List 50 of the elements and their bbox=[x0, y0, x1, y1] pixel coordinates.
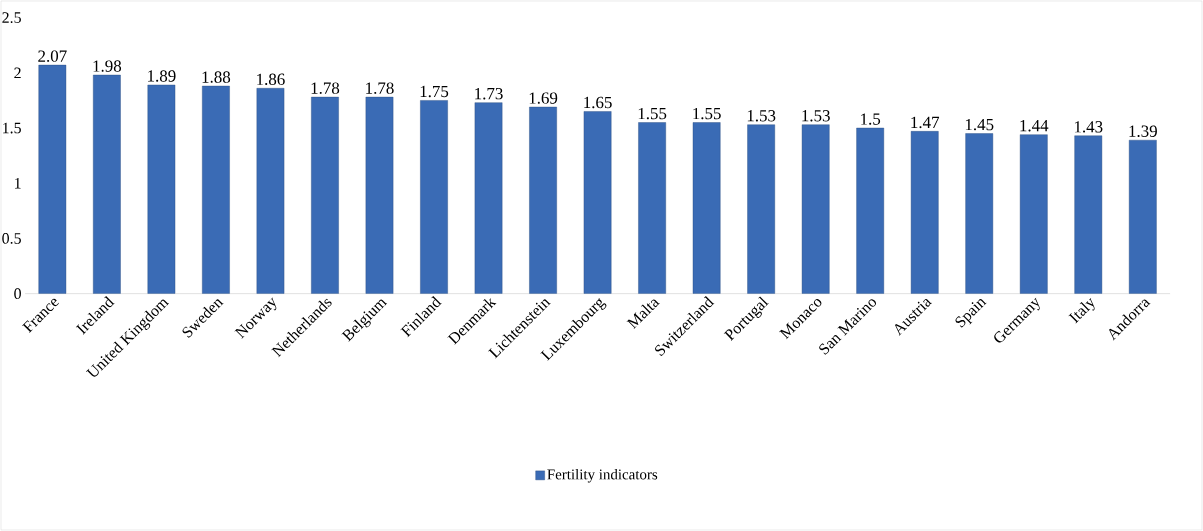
data-label: 1.39 bbox=[1129, 125, 1157, 137]
data-label: 1.89 bbox=[148, 70, 176, 82]
bar bbox=[856, 127, 885, 294]
data-label: 1.73 bbox=[475, 87, 503, 100]
data-label: 1.45 bbox=[965, 118, 994, 131]
bar bbox=[38, 64, 67, 294]
bar bbox=[420, 100, 448, 294]
bar bbox=[910, 131, 939, 294]
data-label: 1.43 bbox=[1074, 121, 1103, 133]
data-label: 2.07 bbox=[38, 50, 67, 62]
bar bbox=[365, 96, 394, 294]
bar bbox=[583, 111, 612, 294]
y-tick-label: 2 bbox=[14, 67, 21, 79]
bar bbox=[801, 124, 830, 294]
data-label: 1.88 bbox=[202, 71, 231, 83]
y-tick-label: 0 bbox=[14, 288, 21, 300]
bar bbox=[147, 84, 176, 294]
bar bbox=[256, 88, 285, 294]
y-tick-label: 1.5 bbox=[3, 122, 21, 134]
bar bbox=[202, 85, 230, 294]
bar bbox=[1128, 139, 1157, 294]
bar bbox=[965, 133, 994, 294]
data-label: 1.98 bbox=[93, 60, 122, 72]
bar bbox=[638, 122, 666, 294]
data-label: 1.47 bbox=[911, 116, 940, 129]
data-label: 1.86 bbox=[257, 73, 285, 86]
data-label: 1.53 bbox=[747, 110, 776, 122]
data-label: 1.55 bbox=[693, 107, 721, 120]
y-tick-label: 2.5 bbox=[2, 12, 21, 24]
y-tick-label: 1 bbox=[15, 177, 21, 189]
bar bbox=[747, 124, 775, 294]
data-label: 1.44 bbox=[1020, 120, 1049, 132]
data-label: 1.53 bbox=[802, 110, 830, 122]
bar bbox=[311, 96, 339, 294]
legend-label: Fertility indicators bbox=[547, 468, 658, 483]
bar bbox=[93, 74, 121, 294]
bar bbox=[1074, 135, 1103, 294]
data-label: 1.5 bbox=[861, 113, 881, 125]
data-label: 1.69 bbox=[529, 92, 558, 104]
y-tick-label: 0.5 bbox=[2, 233, 21, 244]
bar bbox=[692, 122, 721, 294]
bar bbox=[529, 106, 557, 294]
data-label: 1.75 bbox=[420, 85, 449, 98]
data-label: 1.65 bbox=[584, 96, 612, 109]
data-label: 1.78 bbox=[311, 82, 340, 94]
data-label: 1.55 bbox=[638, 107, 667, 120]
data-label: 1.78 bbox=[366, 82, 394, 94]
bar bbox=[474, 102, 503, 294]
x-tick-label: Italy bbox=[1068, 298, 1095, 324]
bar bbox=[1019, 134, 1048, 294]
